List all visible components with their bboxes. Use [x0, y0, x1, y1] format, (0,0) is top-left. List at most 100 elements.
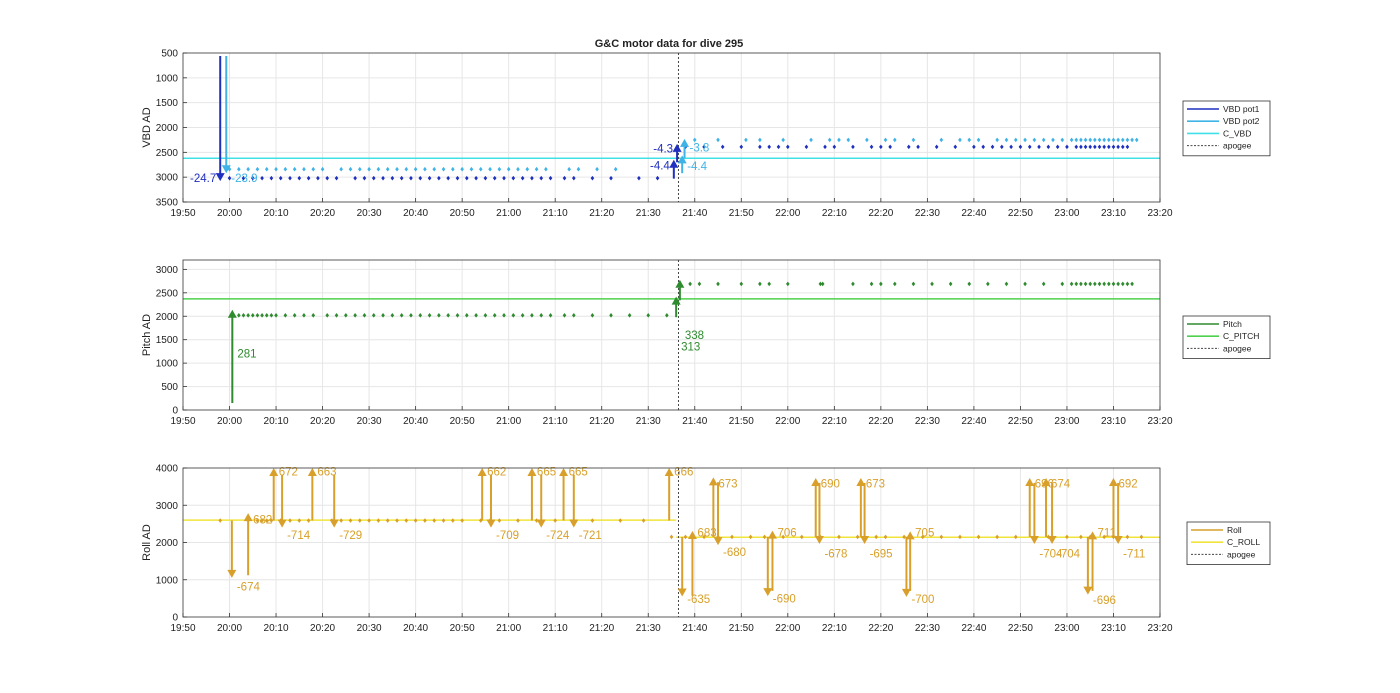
data-point	[1093, 137, 1097, 143]
data-point	[288, 175, 292, 181]
data-point	[627, 313, 632, 318]
data-point	[1102, 281, 1106, 287]
arrow-head	[814, 535, 824, 544]
x-tick-label: 22:20	[868, 623, 893, 634]
chart-panel-1: 19:50 20:00 20:10 20:20 20:30 20:40 20:50 21:00…	[141, 49, 1271, 219]
data-point	[1074, 137, 1079, 143]
data-point	[953, 144, 958, 150]
data-point	[237, 313, 241, 318]
data-point	[1125, 534, 1130, 540]
data-point	[1120, 144, 1125, 150]
data-point	[460, 518, 464, 523]
data-label: 666	[674, 467, 693, 479]
data-point	[278, 175, 283, 181]
data-label: 673	[866, 479, 885, 491]
y-tick-label: 3000	[156, 501, 179, 512]
data-label: -714	[287, 530, 311, 542]
x-tick-label: 21:00	[496, 416, 521, 427]
data-point	[1088, 144, 1093, 150]
x-tick-label: 20:10	[264, 623, 289, 634]
data-point	[613, 166, 618, 172]
data-point	[413, 166, 418, 172]
x-tick-label: 21:20	[589, 416, 614, 427]
data-point	[939, 137, 944, 143]
data-point	[762, 534, 767, 540]
data-point	[302, 313, 306, 318]
data-point	[362, 313, 367, 318]
data-point	[441, 166, 446, 172]
x-tick-label: 22:50	[1008, 208, 1033, 219]
legend-label: apogee	[1227, 549, 1256, 559]
data-label: 711	[1098, 527, 1116, 539]
data-point	[302, 166, 306, 172]
x-tick-label: 20:20	[310, 208, 335, 219]
y-tick-label: 4000	[156, 464, 179, 475]
data-point	[758, 144, 762, 150]
arrow-head	[1088, 531, 1098, 540]
data-point	[683, 534, 688, 540]
data-point	[786, 144, 790, 150]
data-label: -696	[1093, 595, 1116, 607]
data-label: -711	[1123, 549, 1145, 561]
data-label: -721	[579, 530, 602, 542]
data-point	[967, 137, 972, 143]
data-point	[488, 166, 492, 172]
data-point	[990, 144, 995, 150]
x-tick-label: 22:50	[1008, 416, 1033, 427]
data-point	[1125, 137, 1130, 143]
data-point	[474, 313, 478, 318]
data-point	[413, 518, 418, 523]
data-point	[720, 144, 725, 150]
data-point	[702, 144, 706, 150]
data-point	[1032, 137, 1037, 143]
data-label: -704	[1057, 549, 1081, 561]
x-tick-label: 22:40	[961, 208, 986, 219]
data-label: -3.8	[690, 142, 710, 154]
legend-label: VBD pot1	[1223, 104, 1260, 114]
x-tick-label: 22:40	[961, 416, 986, 427]
arrow-head	[767, 530, 777, 539]
data-point	[1074, 281, 1079, 287]
legend-label: C_PITCH	[1223, 331, 1259, 341]
data-point	[264, 518, 269, 523]
data-point	[292, 313, 297, 318]
data-point	[553, 518, 557, 523]
data-point	[395, 518, 399, 523]
data-point	[1120, 137, 1125, 143]
data-point	[781, 534, 785, 540]
data-point	[478, 166, 483, 172]
data-point	[906, 144, 911, 150]
data-point	[1107, 137, 1111, 143]
data-point	[893, 137, 897, 143]
data-label: -4.4	[650, 161, 670, 173]
x-tick-label: 22:50	[1008, 623, 1033, 634]
data-point	[665, 313, 669, 318]
y-tick-label: 3500	[156, 198, 179, 209]
x-tick-label: 20:10	[264, 416, 289, 427]
chart-panel-2: 19:50 20:00 20:10 20:20 20:30 20:40 20:50 21:00…	[141, 259, 1271, 427]
y-tick-label: 0	[172, 406, 178, 417]
data-point	[241, 313, 246, 318]
data-point	[869, 144, 874, 150]
data-point	[972, 144, 976, 150]
arrow-head	[559, 468, 569, 476]
data-point	[1102, 144, 1106, 150]
data-point	[888, 144, 892, 150]
data-point	[1116, 281, 1120, 287]
data-point	[1088, 137, 1093, 143]
data-point	[516, 166, 520, 172]
y-tick-label: 2500	[156, 288, 179, 299]
data-point	[1018, 144, 1023, 150]
x-tick-label: 21:00	[496, 208, 521, 219]
data-point	[837, 534, 841, 540]
legend-box	[1182, 100, 1271, 157]
x-tick-label: 23:20	[1147, 208, 1172, 219]
data-point	[283, 313, 288, 318]
data-point	[851, 144, 855, 150]
data-point	[255, 313, 260, 318]
data-point	[306, 518, 311, 523]
legend-label: apogee	[1223, 343, 1252, 353]
data-point	[879, 281, 883, 287]
